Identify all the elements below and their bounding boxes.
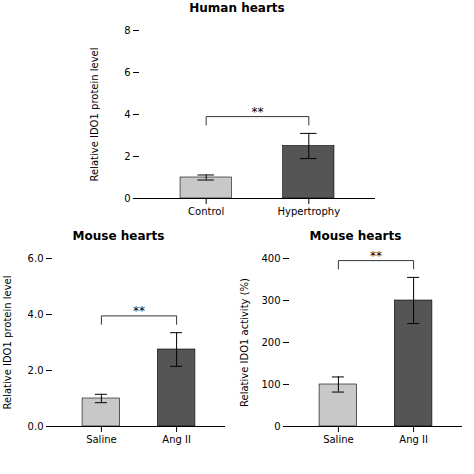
svg-text:6.0: 6.0 [28,253,44,264]
svg-text:4: 4 [124,109,130,120]
svg-text:Saline: Saline [86,434,117,445]
svg-text:300: 300 [261,295,280,306]
svg-text:Ang II: Ang II [162,434,191,445]
html-text:Human hearts: Human hearts [189,1,285,15]
svg-text:6: 6 [124,67,130,78]
svg-text:Ang II: Ang II [399,434,428,445]
html-text:Mouse hearts: Mouse hearts [309,229,402,243]
svg-text:2.0: 2.0 [28,365,44,376]
svg-text:**: ** [370,249,382,263]
svg-text:Saline: Saline [323,434,354,445]
svg-text:**: ** [133,304,145,318]
svg-text:Relative IDO1 protein level: Relative IDO1 protein level [89,47,100,181]
svg-text:4.0: 4.0 [28,309,44,320]
svg-text:200: 200 [261,337,280,348]
svg-text:400: 400 [261,253,280,264]
svg-text:2: 2 [124,151,130,162]
svg-text:Relative IDO1 activity (%): Relative IDO1 activity (%) [239,278,250,407]
svg-text:0: 0 [274,421,280,432]
svg-text:**: ** [252,105,264,119]
svg-text:0: 0 [124,193,130,204]
svg-text:0.0: 0.0 [28,421,44,432]
svg-text:Relative IDO1 protein level: Relative IDO1 protein level [2,275,13,409]
html-text:Mouse hearts: Mouse hearts [72,229,165,243]
svg-text:Control: Control [188,206,224,217]
svg-text:100: 100 [261,379,280,390]
svg-text:8: 8 [124,25,130,36]
svg-text:Hypertrophy: Hypertrophy [278,206,341,217]
